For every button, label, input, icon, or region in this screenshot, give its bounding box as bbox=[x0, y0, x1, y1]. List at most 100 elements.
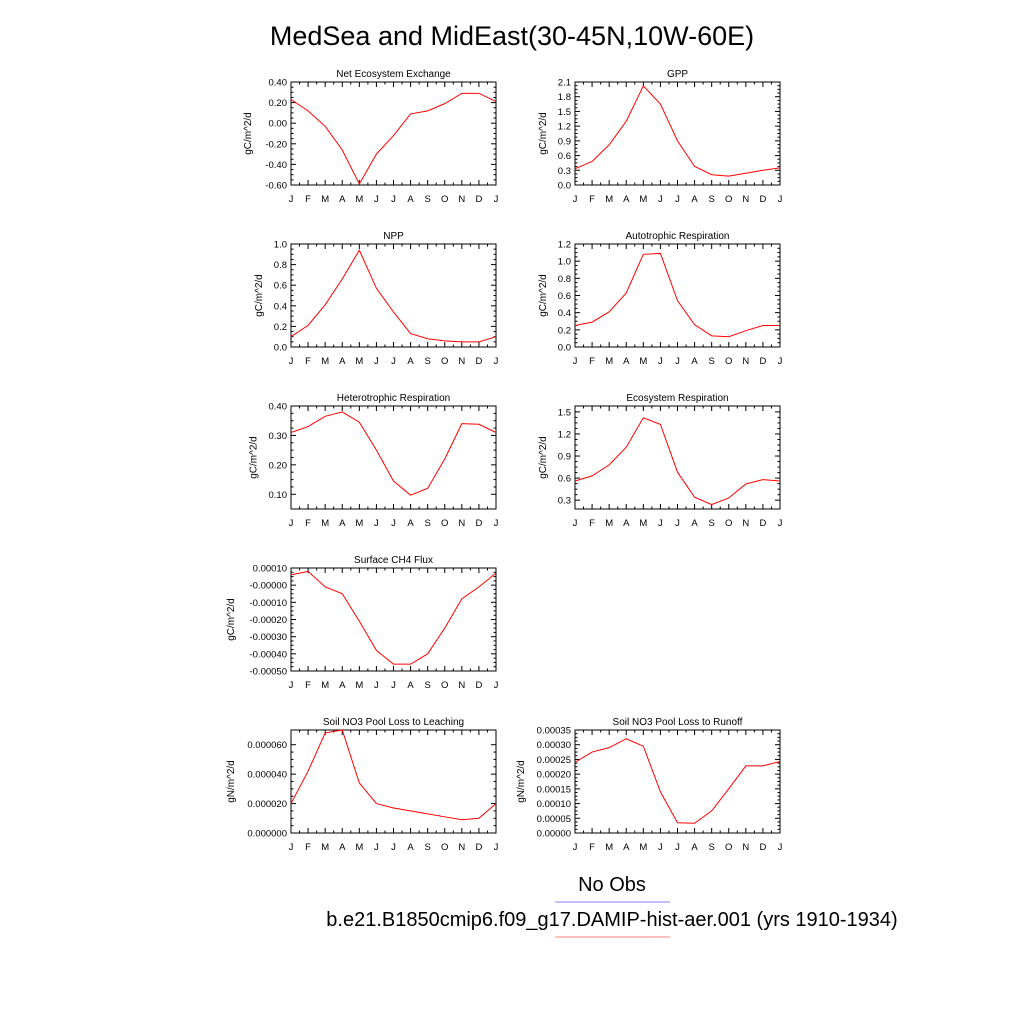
x-tick-label: N bbox=[458, 842, 465, 853]
x-tick-label: M bbox=[355, 518, 363, 529]
y-tick-label: 0.000020 bbox=[247, 799, 287, 810]
y-tick-label: -0.40 bbox=[265, 160, 287, 171]
y-tick-label: 0.00025 bbox=[537, 755, 571, 766]
x-tick-label: J bbox=[374, 680, 379, 691]
x-tick-label: J bbox=[494, 842, 499, 853]
x-tick-label: J bbox=[374, 194, 379, 205]
y-tick-label: -0.00030 bbox=[249, 632, 287, 643]
x-tick-label: S bbox=[708, 842, 714, 853]
legend-label-model: b.e21.B1850cmip6.f09_g17.DAMIP-hist-aer.… bbox=[326, 909, 897, 931]
x-tick-label: N bbox=[742, 518, 749, 529]
y-tick-label: 1.0 bbox=[274, 240, 287, 251]
x-tick-label: A bbox=[691, 518, 698, 529]
y-tick-label: 0.00010 bbox=[253, 564, 287, 575]
y-tick-label: 0.4 bbox=[274, 301, 287, 312]
x-tick-label: J bbox=[573, 842, 578, 853]
x-tick-label: J bbox=[289, 680, 294, 691]
plot-frame bbox=[574, 81, 781, 186]
panel-title: Autotrophic Respiration bbox=[626, 231, 730, 242]
x-tick-label: M bbox=[605, 518, 613, 529]
y-tick-label: 1.2 bbox=[558, 122, 571, 133]
x-tick-label: M bbox=[605, 842, 613, 853]
y-tick-label: 0.00010 bbox=[537, 799, 571, 810]
x-tick-label: J bbox=[289, 194, 294, 205]
x-tick-label: M bbox=[355, 842, 363, 853]
legend: No Obs b.e21.B1850cmip6.f09_g17.DAMIP-hi… bbox=[326, 874, 898, 938]
y-tick-label: 0.000040 bbox=[247, 770, 287, 781]
x-tick-label: M bbox=[355, 194, 363, 205]
x-tick-label: F bbox=[589, 842, 595, 853]
x-tick-label: J bbox=[778, 194, 783, 205]
y-tick-label: 0.00005 bbox=[537, 814, 571, 825]
x-tick-label: M bbox=[605, 194, 613, 205]
series-line bbox=[290, 570, 497, 665]
panel-title: NPP bbox=[383, 231, 404, 242]
series-line bbox=[574, 85, 781, 177]
plot-frame bbox=[290, 405, 497, 510]
x-tick-label: A bbox=[623, 194, 630, 205]
y-tick-label: 0.9 bbox=[558, 452, 571, 463]
x-tick-label: M bbox=[355, 356, 363, 367]
x-tick-label: S bbox=[424, 680, 430, 691]
x-tick-label: N bbox=[742, 842, 749, 853]
y-tick-label: 2.1 bbox=[558, 78, 571, 89]
x-tick-label: A bbox=[407, 842, 414, 853]
x-tick-label: O bbox=[725, 356, 732, 367]
x-tick-label: J bbox=[391, 680, 396, 691]
y-tick-label: 0.8 bbox=[558, 274, 571, 285]
y-tick-label: 0.00035 bbox=[537, 726, 571, 737]
x-tick-label: O bbox=[725, 518, 732, 529]
x-tick-label: O bbox=[725, 194, 732, 205]
x-tick-label: J bbox=[494, 194, 499, 205]
x-tick-label: F bbox=[305, 518, 311, 529]
x-tick-label: J bbox=[494, 680, 499, 691]
x-tick-label: J bbox=[289, 356, 294, 367]
plot-frame bbox=[290, 243, 497, 348]
x-tick-label: F bbox=[589, 194, 595, 205]
plot-frame bbox=[290, 81, 497, 186]
series-line bbox=[290, 729, 497, 821]
x-tick-label: N bbox=[742, 194, 749, 205]
y-axis-label: gC/m^2/d bbox=[538, 274, 549, 317]
y-tick-label: 0.3 bbox=[558, 496, 571, 507]
series-line bbox=[290, 411, 497, 496]
y-axis-label: gC/m^2/d bbox=[538, 112, 549, 155]
x-tick-label: A bbox=[691, 842, 698, 853]
x-tick-label: M bbox=[321, 518, 329, 529]
y-tick-label: 0.40 bbox=[269, 78, 288, 89]
y-tick-label: 0.4 bbox=[558, 308, 571, 319]
x-tick-label: N bbox=[458, 518, 465, 529]
y-tick-label: 0.2 bbox=[558, 325, 571, 336]
y-tick-label: 0.8 bbox=[274, 260, 287, 271]
y-tick-label: 0.10 bbox=[269, 490, 288, 501]
x-tick-label: A bbox=[339, 356, 346, 367]
x-tick-label: A bbox=[407, 680, 414, 691]
panel-title: Soil NO3 Pool Loss to Runoff bbox=[613, 717, 743, 728]
series-line bbox=[574, 252, 780, 338]
y-tick-label: -0.00000 bbox=[249, 581, 287, 592]
y-tick-label: 0.9 bbox=[558, 136, 571, 147]
x-tick-label: S bbox=[424, 194, 430, 205]
series-line bbox=[574, 738, 781, 824]
panel-title: Net Ecosystem Exchange bbox=[336, 69, 451, 80]
x-tick-label: A bbox=[691, 356, 698, 367]
x-tick-label: J bbox=[494, 518, 499, 529]
x-tick-label: F bbox=[305, 842, 311, 853]
x-tick-label: J bbox=[374, 842, 379, 853]
panel-title: GPP bbox=[667, 69, 688, 80]
x-tick-label: J bbox=[778, 518, 783, 529]
y-tick-label: 0.00 bbox=[269, 119, 288, 130]
panel-title: Soil NO3 Pool Loss to Leaching bbox=[323, 717, 464, 728]
x-tick-label: M bbox=[321, 842, 329, 853]
y-axis-label: gC/m^2/d bbox=[249, 436, 260, 479]
x-tick-label: M bbox=[639, 518, 647, 529]
x-tick-label: J bbox=[658, 194, 663, 205]
y-tick-label: 0.6 bbox=[558, 474, 571, 485]
x-tick-label: N bbox=[742, 356, 749, 367]
series-line bbox=[574, 417, 781, 506]
x-tick-label: J bbox=[573, 194, 578, 205]
x-tick-label: J bbox=[675, 518, 680, 529]
y-tick-label: 0.20 bbox=[269, 460, 288, 471]
